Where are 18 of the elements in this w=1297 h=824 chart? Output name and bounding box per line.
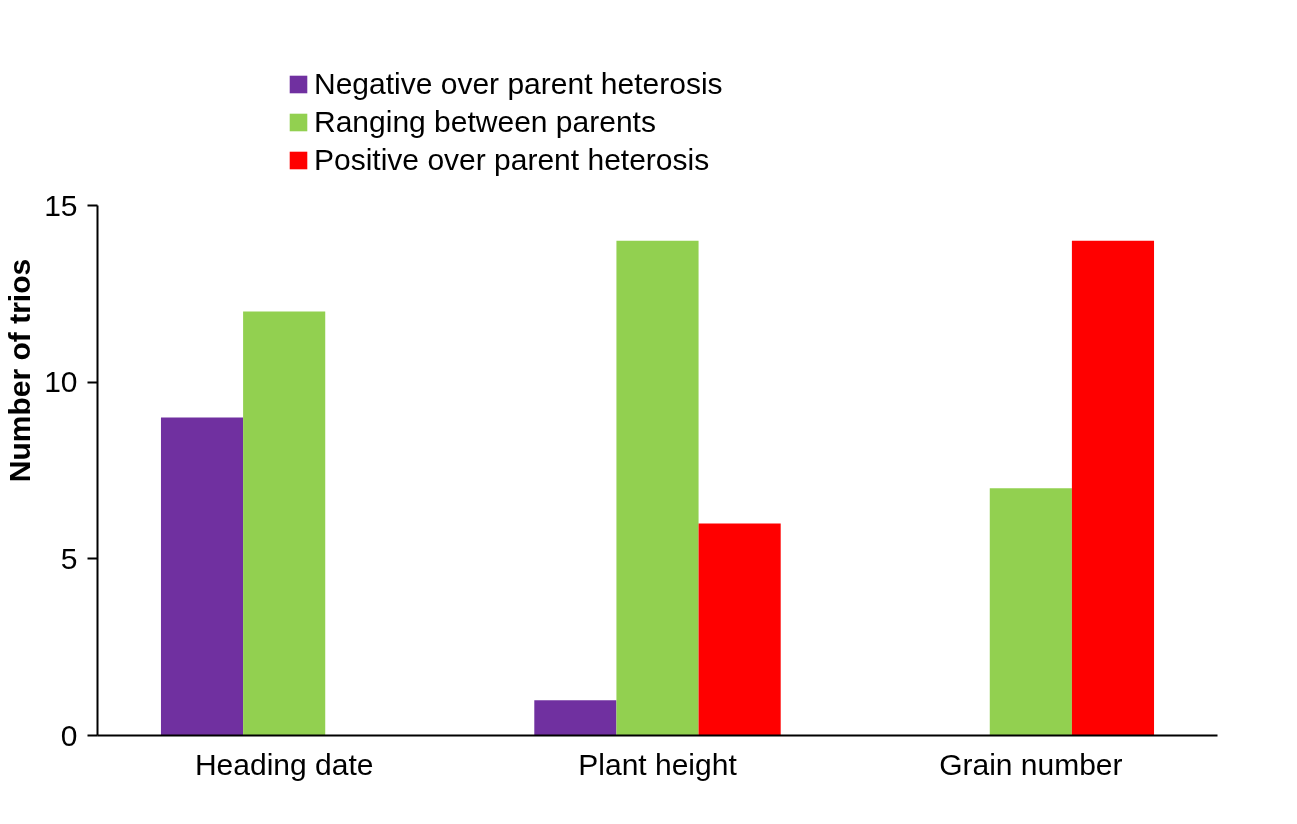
y-tick-label: 10 <box>44 365 78 399</box>
y-tick-label: 0 <box>60 718 78 752</box>
legend-label: Positive over parent heterosis <box>314 143 710 177</box>
x-tick-label: Heading date <box>194 747 374 781</box>
y-axis-title: Number of trios <box>3 258 37 483</box>
legend-label: Ranging between parents <box>314 105 656 139</box>
y-tick-label: 5 <box>60 541 78 575</box>
legend-label: Negative over parent heterosis <box>314 67 723 101</box>
y-tick-label: 15 <box>44 188 78 222</box>
x-tick-label: Plant height <box>578 747 738 781</box>
bar <box>160 417 244 736</box>
bar <box>534 700 617 736</box>
bar <box>698 523 781 736</box>
bar <box>989 488 1072 736</box>
bar <box>243 311 326 736</box>
x-tick-label: Grain number <box>939 747 1123 781</box>
bar <box>1071 240 1155 736</box>
bar <box>616 240 699 736</box>
